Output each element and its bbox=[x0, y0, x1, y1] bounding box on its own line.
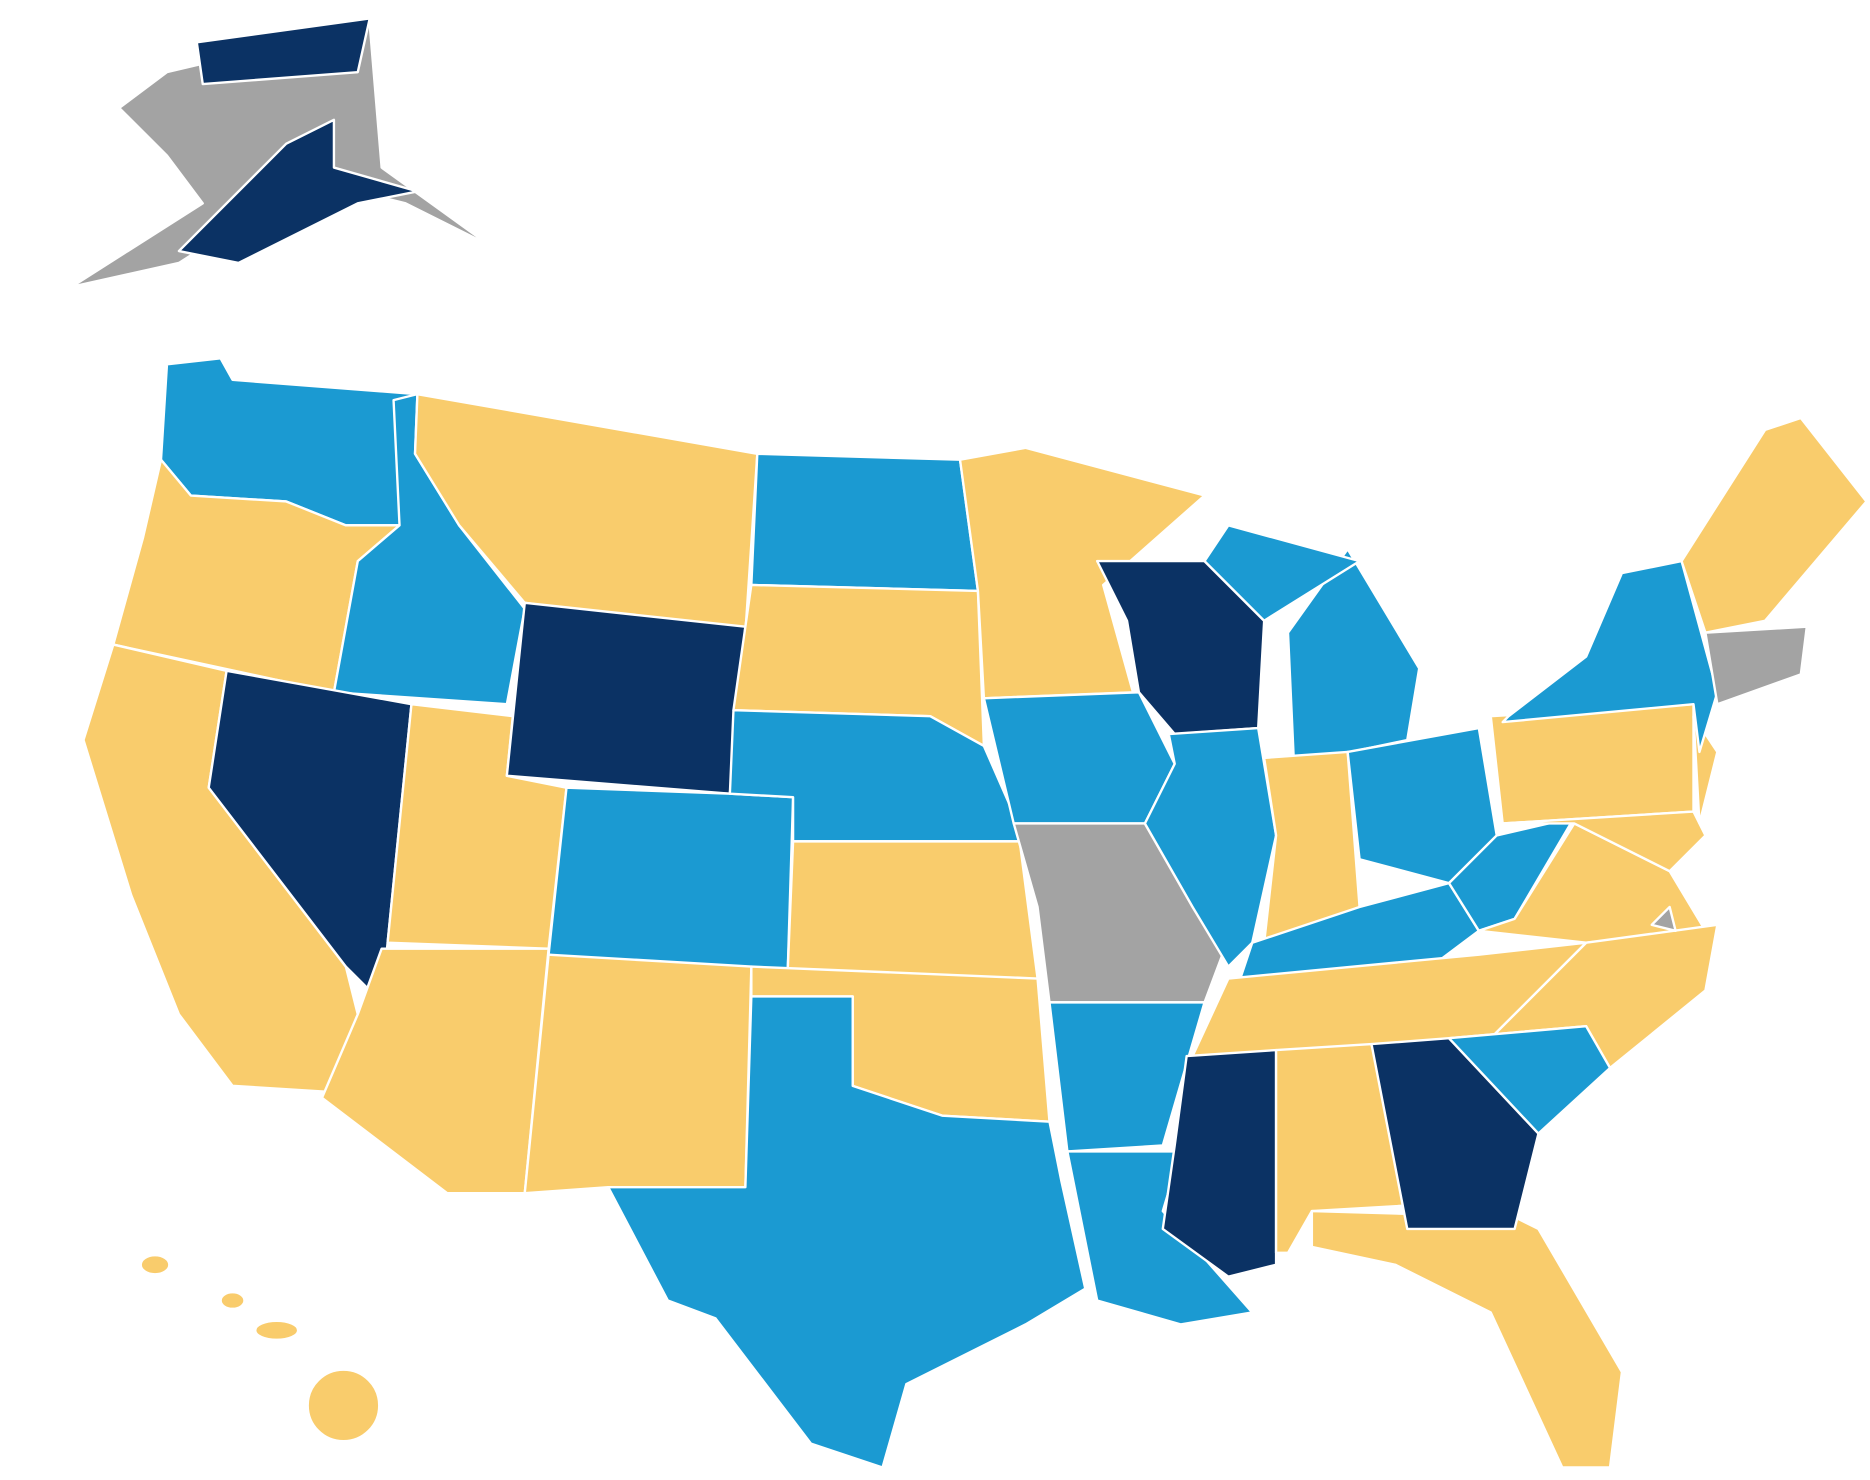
region bbox=[1370, 1036, 1540, 1231]
region bbox=[139, 1254, 171, 1276]
region bbox=[958, 446, 1206, 700]
region bbox=[1704, 625, 1808, 706]
region bbox=[177, 118, 419, 265]
region bbox=[219, 1290, 246, 1311]
region bbox=[1650, 905, 1677, 933]
region bbox=[306, 1368, 381, 1443]
region bbox=[982, 691, 1176, 825]
region bbox=[320, 947, 550, 1195]
region bbox=[1447, 1025, 1612, 1135]
region bbox=[785, 840, 1039, 986]
region bbox=[607, 995, 1087, 1469]
region bbox=[505, 601, 747, 795]
region bbox=[1680, 416, 1868, 634]
region bbox=[1203, 524, 1361, 622]
region bbox=[1447, 816, 1576, 933]
region bbox=[1489, 703, 1695, 825]
region bbox=[254, 1319, 300, 1342]
region bbox=[207, 669, 413, 1004]
region bbox=[1501, 810, 1707, 873]
region bbox=[1310, 1209, 1624, 1469]
region bbox=[750, 452, 980, 593]
region bbox=[195, 17, 371, 86]
region bbox=[523, 953, 753, 1195]
region bbox=[1048, 1001, 1206, 1153]
